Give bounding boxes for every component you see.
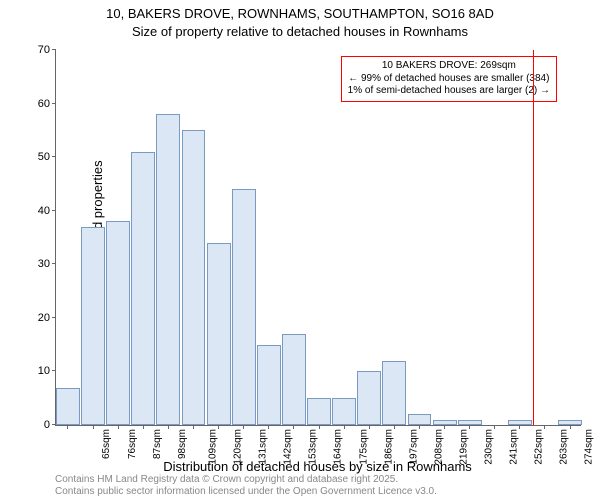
histogram-bar [357, 371, 381, 425]
x-tick-mark [444, 425, 445, 429]
y-tick-label: 0 [44, 419, 56, 431]
y-tick-label: 20 [38, 312, 56, 324]
x-tick-label: 274sqm [584, 429, 595, 465]
annotation-box: 10 BAKERS DROVE: 269sqm ← 99% of detache… [341, 56, 557, 102]
footer-line1: Contains HM Land Registry data © Crown c… [55, 474, 437, 486]
histogram-bar [156, 114, 180, 425]
plot-area: 10 BAKERS DROVE: 269sqm ← 99% of detache… [55, 50, 581, 426]
x-tick-mark [519, 425, 520, 429]
histogram-bar [56, 388, 80, 426]
histogram-bar [433, 420, 457, 425]
marker-line [533, 50, 534, 425]
y-tick-mark [52, 103, 56, 104]
x-tick-label: 65sqm [101, 429, 112, 459]
x-tick-label: 76sqm [127, 429, 138, 459]
histogram-bar [307, 398, 331, 425]
histogram-bar [131, 152, 155, 425]
x-tick-mark [243, 425, 244, 429]
x-tick-mark [369, 425, 370, 429]
annotation-line2: ← 99% of detached houses are smaller (38… [348, 73, 550, 86]
y-tick-mark [52, 156, 56, 157]
histogram-bar [382, 361, 406, 425]
x-tick-mark [193, 425, 194, 429]
y-tick-label: 30 [38, 258, 56, 270]
y-tick-mark [52, 49, 56, 50]
histogram-bar [207, 243, 231, 425]
histogram-bar [106, 221, 130, 425]
footer-attribution: Contains HM Land Registry data © Crown c… [55, 474, 437, 498]
y-tick-label: 40 [38, 205, 56, 217]
x-tick-mark [319, 425, 320, 429]
histogram-bar [257, 345, 281, 425]
x-axis-label: Distribution of detached houses by size … [55, 459, 580, 474]
histogram-bar [558, 420, 582, 425]
x-tick-mark [494, 425, 495, 429]
histogram-bar [408, 414, 432, 425]
x-tick-label: 87sqm [152, 429, 163, 459]
x-tick-mark [469, 425, 470, 429]
x-tick-mark [419, 425, 420, 429]
y-tick-mark [52, 370, 56, 371]
histogram-bar [458, 420, 482, 425]
x-tick-label: 98sqm [177, 429, 188, 459]
y-tick-mark [52, 263, 56, 264]
histogram-bar [282, 334, 306, 425]
annotation-line3: 1% of semi-detached houses are larger (2… [348, 85, 550, 98]
chart-title-sub: Size of property relative to detached ho… [0, 24, 600, 39]
x-tick-mark [67, 425, 68, 429]
histogram-bar [232, 189, 256, 425]
chart-title-main: 10, BAKERS DROVE, ROWNHAMS, SOUTHAMPTON,… [0, 6, 600, 21]
annotation-line1: 10 BAKERS DROVE: 269sqm [348, 60, 550, 73]
y-tick-mark [52, 210, 56, 211]
y-tick-label: 10 [38, 365, 56, 377]
x-tick-mark [218, 425, 219, 429]
x-tick-mark [293, 425, 294, 429]
x-tick-mark [544, 425, 545, 429]
histogram-bar [332, 398, 356, 425]
histogram-bar [508, 420, 532, 425]
y-tick-label: 60 [38, 98, 56, 110]
y-tick-label: 70 [38, 44, 56, 56]
y-tick-mark [52, 317, 56, 318]
x-tick-mark [143, 425, 144, 429]
histogram-bar [81, 227, 105, 425]
x-tick-mark [93, 425, 94, 429]
x-tick-mark [570, 425, 571, 429]
x-tick-mark [118, 425, 119, 429]
x-tick-mark [168, 425, 169, 429]
footer-line2: Contains public sector information licen… [55, 486, 437, 498]
histogram-bar [182, 130, 206, 425]
y-tick-label: 50 [38, 151, 56, 163]
x-tick-mark [344, 425, 345, 429]
x-tick-mark [394, 425, 395, 429]
x-tick-mark [268, 425, 269, 429]
